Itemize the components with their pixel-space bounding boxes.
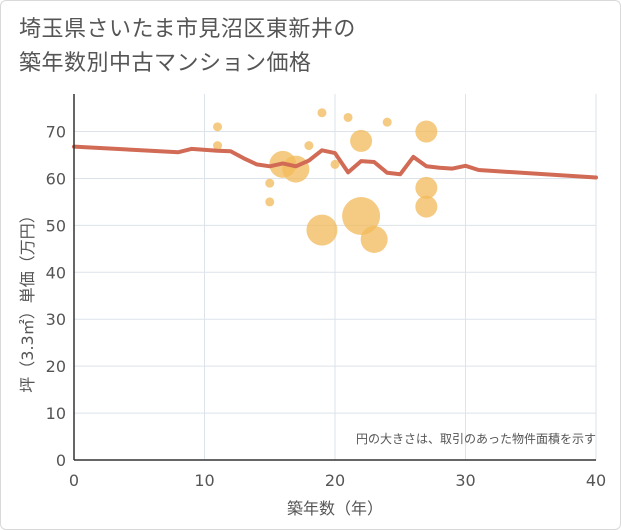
data-point (342, 197, 381, 235)
data-point (330, 159, 340, 169)
data-point (360, 225, 388, 253)
y-tick-label: 20 (46, 357, 66, 376)
x-tick-label: 10 (194, 471, 214, 490)
data-point (213, 122, 223, 132)
data-point (415, 195, 438, 218)
data-point (415, 176, 438, 199)
data-point (382, 117, 392, 127)
data-point (306, 214, 338, 246)
x-tick-label: 20 (325, 471, 345, 490)
data-point (350, 129, 373, 152)
data-point (415, 120, 438, 143)
y-tick-label: 60 (46, 169, 66, 188)
chart-title-line-2: 築年数別中古マンション価格 (19, 51, 312, 76)
y-axis-title: 坪（3.3㎡）単価（万円） (18, 207, 37, 392)
x-tick-label: 30 (455, 471, 475, 490)
axes (73, 94, 596, 461)
y-tick-label: 30 (46, 310, 66, 329)
x-tick-label: 0 (69, 471, 79, 490)
data-point (265, 178, 275, 188)
x-tick-label: 40 (586, 471, 606, 490)
chart-title-line-1: 埼玉県さいたま市見沼区東新井の (19, 17, 356, 42)
size-note: 円の大きさは、取引のあった物件面積を示す (356, 431, 596, 446)
chart-title: 埼玉県さいたま市見沼区東新井の 築年数別中古マンション価格 (19, 13, 356, 81)
data-points (213, 108, 438, 253)
data-point (304, 141, 314, 151)
y-tick-label: 0 (56, 451, 66, 470)
y-tick-label: 40 (46, 263, 66, 282)
y-tick-label: 70 (46, 123, 66, 142)
trend-line (72, 144, 598, 180)
tick-labels: 0 10 20 30 40 50 60 70 0 10 20 30 40 (46, 123, 607, 490)
trend-path (72, 144, 598, 180)
y-tick-label: 10 (46, 404, 66, 423)
data-point (317, 108, 327, 118)
y-tick-label: 50 (46, 216, 66, 235)
data-point (282, 155, 310, 183)
data-point (213, 141, 223, 151)
data-point (265, 197, 275, 207)
data-point (343, 112, 353, 122)
grid-lines (74, 94, 597, 460)
x-axis-title: 築年数（年） (287, 499, 383, 518)
